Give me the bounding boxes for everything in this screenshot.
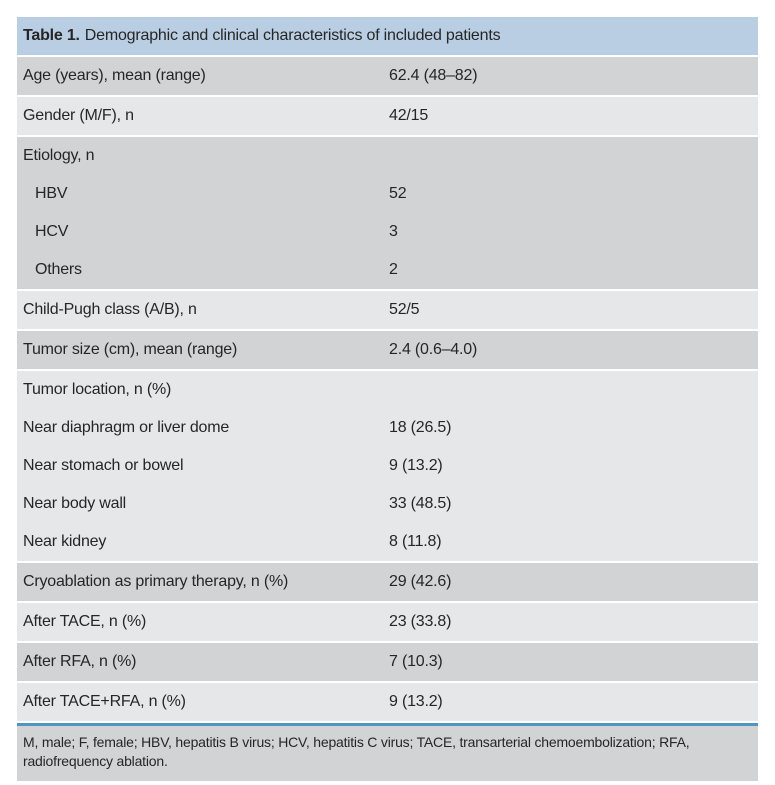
row-label: Near body wall [23, 495, 127, 512]
table-row: After TACE, n (%) 23 (33.8) [17, 603, 758, 641]
footnote: M, male; F, female; HBV, hepatitis B vir… [17, 723, 758, 781]
table-row: Child-Pugh class (A/B), n 52/5 [17, 291, 758, 329]
row-value: 3 [389, 223, 398, 240]
row-label: Age (years), mean (range) [23, 67, 206, 84]
row-value: 8 (11.8) [389, 533, 442, 550]
table-row: Near diaphragm or liver dome 18 (26.5) [17, 409, 758, 447]
table-row: Tumor location, n (%) [17, 371, 758, 409]
table-row: Tumor size (cm), mean (range) 2.4 (0.6–4.… [17, 331, 758, 369]
table-title: Table 1. Demographic and clinical charac… [17, 17, 758, 55]
row-label: Gender (M/F), n [23, 107, 134, 124]
row-value: 23 (33.8) [389, 613, 452, 630]
row-label: Child-Pugh class (A/B), n [23, 301, 197, 318]
row-label: After RFA, n (%) [23, 653, 137, 670]
table-title-text: Demographic and clinical characteristics… [84, 27, 501, 44]
row-value: 42/15 [389, 107, 429, 124]
row-value: 2.4 (0.6–4.0) [389, 341, 478, 358]
demographics-table: Table 1. Demographic and clinical charac… [17, 17, 758, 781]
table-row: Others 2 [17, 251, 758, 289]
table-row: After RFA, n (%) 7 (10.3) [17, 643, 758, 681]
row-label: Etiology, n [23, 147, 95, 164]
table-row: After TACE+RFA, n (%) 9 (13.2) [17, 683, 758, 721]
row-label: Tumor size (cm), mean (range) [23, 341, 238, 358]
table-row: Near body wall 33 (48.5) [17, 485, 758, 523]
table-row: Gender (M/F), n 42/15 [17, 97, 758, 135]
row-label: HBV [35, 185, 68, 202]
row-label: Cryoablation as primary therapy, n (%) [23, 573, 289, 590]
row-label: After TACE+RFA, n (%) [23, 693, 186, 710]
row-label: Near diaphragm or liver dome [23, 419, 230, 436]
table-number-label: Table 1. [23, 27, 80, 44]
row-value: 2 [389, 261, 398, 278]
row-label: Tumor location, n (%) [23, 381, 172, 398]
table-row: Cryoablation as primary therapy, n (%) 29… [17, 563, 758, 601]
table-body: Age (years), mean (range) 62.4 (48–82) Gen… [17, 57, 758, 721]
table-row: HCV 3 [17, 213, 758, 251]
row-value: 29 (42.6) [389, 573, 452, 590]
row-value: 18 (26.5) [389, 419, 452, 436]
row-value: 7 (10.3) [389, 653, 443, 670]
table-row: Near kidney 8 (11.8) [17, 523, 758, 561]
row-label: After TACE, n (%) [23, 613, 147, 630]
row-value: 33 (48.5) [389, 495, 452, 512]
table-row: Near stomach or bowel 9 (13.2) [17, 447, 758, 485]
row-value: 9 (13.2) [389, 457, 443, 474]
row-label: Others [35, 261, 82, 278]
row-value: 62.4 (48–82) [389, 67, 478, 84]
table-row: Age (years), mean (range) 62.4 (48–82) [17, 57, 758, 95]
row-value: 9 (13.2) [389, 693, 443, 710]
row-label: HCV [35, 223, 69, 240]
row-value: 52 [389, 185, 407, 202]
table-row: Etiology, n [17, 137, 758, 175]
row-label: Near kidney [23, 533, 107, 550]
table-row: HBV 52 [17, 175, 758, 213]
row-value: 52/5 [389, 301, 420, 318]
row-label: Near stomach or bowel [23, 457, 184, 474]
